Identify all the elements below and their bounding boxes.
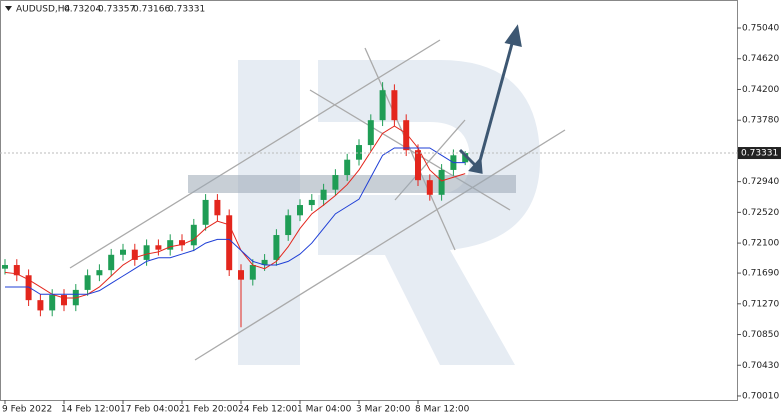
candle-body <box>179 240 185 246</box>
candle-body <box>84 275 91 290</box>
candle-body <box>25 275 32 301</box>
y-tick-label: 0.72100 <box>742 239 779 249</box>
candle-body <box>344 159 351 176</box>
candle-body <box>96 270 103 276</box>
candle-body <box>202 199 209 225</box>
last-price-label: 0.73331 <box>741 149 778 159</box>
y-tick-label: 0.70850 <box>742 330 779 340</box>
candle-body <box>367 120 374 146</box>
candle-body <box>297 205 303 216</box>
candle-body <box>403 120 410 151</box>
y-tick-label: 0.74620 <box>742 54 779 64</box>
candle-body <box>308 199 315 206</box>
candle-body <box>462 153 469 163</box>
candle-body <box>356 145 362 160</box>
y-tick-label: 0.70430 <box>742 361 779 371</box>
candle-body <box>190 224 197 246</box>
y-tick-label: 0.71690 <box>742 269 779 279</box>
candle-body <box>332 175 339 190</box>
forecast-arrows <box>458 24 522 174</box>
series-layer <box>0 82 737 328</box>
header-open: 0.73204 <box>64 5 101 15</box>
candle-body <box>13 265 20 276</box>
x-tick-label: 3 Mar 20:00 <box>356 405 411 415</box>
candle-body <box>214 199 221 216</box>
indicator-line <box>5 147 466 295</box>
candle-body <box>415 150 421 181</box>
candle-body <box>49 295 56 311</box>
y-tick-label: 0.74200 <box>742 85 779 95</box>
y-tick-label: 0.73780 <box>742 116 779 126</box>
header-low: 0.73166 <box>133 5 170 15</box>
header-close: 0.73331 <box>168 5 205 15</box>
x-tick-label: 24 Feb 12:00 <box>238 405 297 415</box>
x-tick-label: 8 Mar 12:00 <box>415 405 470 415</box>
y-tick-label: 0.71270 <box>742 299 779 309</box>
candle-body <box>426 180 433 195</box>
x-tick-label: 9 Feb 2022 <box>2 405 52 415</box>
candle-body <box>2 265 8 269</box>
candle-body <box>131 249 138 260</box>
candle-body <box>167 240 174 250</box>
candle-body <box>249 265 256 280</box>
y-tick-label: 0.72940 <box>742 177 779 187</box>
candle-body <box>61 295 67 306</box>
candle-body <box>108 254 115 271</box>
menu-triangle[interactable] <box>5 6 12 11</box>
candle-body <box>143 245 150 260</box>
support-zone <box>188 175 516 193</box>
candle-body <box>155 245 162 250</box>
last-price-box <box>738 147 781 160</box>
x-tick-label: 14 Feb 12:00 <box>61 405 120 415</box>
candle-body <box>391 90 398 121</box>
candle-body <box>226 215 233 271</box>
candle-body <box>320 189 327 200</box>
candle-body <box>273 235 280 260</box>
y-tick-label: 0.72520 <box>742 208 779 218</box>
candle-body <box>438 169 445 195</box>
candle-body <box>37 300 44 311</box>
indicator-line <box>4 125 466 299</box>
candle-body <box>285 215 292 236</box>
header-symbol: AUDUSD,H4 <box>16 5 71 15</box>
candle-body <box>379 90 386 121</box>
y-tick-label: 0.70010 <box>742 391 779 401</box>
candle-body <box>261 259 268 266</box>
y-tick-label: 0.75040 <box>742 24 779 34</box>
x-tick-label: 17 Feb 04:00 <box>120 405 179 415</box>
header-high: 0.73357 <box>98 5 135 15</box>
candle-body <box>120 249 126 255</box>
x-tick-label: 1 Mar 04:00 <box>297 405 352 415</box>
trend-channel <box>69 39 566 361</box>
x-tick-label: 21 Feb 20:00 <box>179 405 238 415</box>
candle-body <box>238 270 244 280</box>
